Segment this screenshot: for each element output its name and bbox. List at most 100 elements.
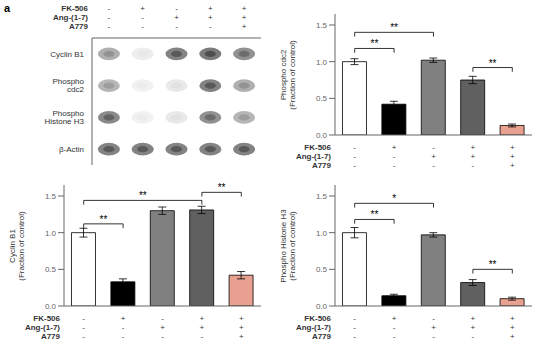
svg-text:**: ** — [489, 259, 497, 270]
svg-text:-: - — [161, 332, 164, 341]
svg-text:β-Actin: β-Actin — [59, 145, 84, 154]
svg-text:-: - — [82, 332, 85, 341]
svg-text:-: - — [122, 332, 125, 341]
svg-text:+: + — [510, 161, 515, 170]
svg-text:Ang-(1-7): Ang-(1-7) — [296, 323, 331, 332]
svg-text:Ang-(1-7): Ang-(1-7) — [53, 13, 88, 22]
svg-text:1.5: 1.5 — [45, 192, 57, 201]
svg-text:-: - — [175, 22, 178, 31]
svg-text:A779: A779 — [312, 332, 332, 341]
svg-text:-: - — [141, 22, 144, 31]
svg-text:1.0: 1.0 — [316, 58, 328, 67]
svg-text:+: + — [242, 4, 247, 13]
svg-text:+: + — [471, 143, 476, 152]
svg-text:-: - — [82, 323, 85, 332]
svg-text:+: + — [160, 323, 165, 332]
svg-text:+: + — [121, 314, 126, 323]
svg-text:FK-506: FK-506 — [61, 4, 88, 13]
svg-text:-: - — [108, 4, 111, 13]
svg-text:1.0: 1.0 — [45, 229, 57, 238]
svg-text:+: + — [200, 314, 205, 323]
svg-text:Phosphocdc2: Phosphocdc2 — [52, 77, 84, 94]
svg-text:-: - — [141, 13, 144, 22]
svg-text:1.0: 1.0 — [316, 229, 328, 238]
svg-text:PhosphoHistone H3: PhosphoHistone H3 — [44, 109, 84, 126]
svg-text:-: - — [201, 332, 204, 341]
svg-text:-: - — [122, 323, 125, 332]
svg-text:FK-506: FK-506 — [33, 314, 60, 323]
svg-text:-: - — [108, 22, 111, 31]
svg-text:+: + — [510, 143, 515, 152]
svg-text:-: - — [432, 161, 435, 170]
svg-text:-: - — [353, 152, 356, 161]
svg-text:-: - — [472, 161, 475, 170]
svg-text:**: ** — [100, 214, 108, 225]
svg-text:-: - — [393, 161, 396, 170]
svg-text:+: + — [242, 13, 247, 22]
svg-text:+: + — [239, 314, 244, 323]
svg-text:+: + — [174, 13, 179, 22]
svg-text:1.5: 1.5 — [316, 192, 328, 201]
svg-text:+: + — [471, 152, 476, 161]
svg-text:Ang-(1-7): Ang-(1-7) — [296, 152, 331, 161]
svg-text:-: - — [353, 161, 356, 170]
svg-text:+: + — [510, 332, 515, 341]
svg-text:+: + — [392, 143, 397, 152]
svg-text:0.5: 0.5 — [316, 265, 328, 274]
svg-text:+: + — [431, 323, 436, 332]
svg-text:+: + — [239, 323, 244, 332]
svg-text:+: + — [392, 314, 397, 323]
svg-text:-: - — [82, 314, 85, 323]
svg-text:0.5: 0.5 — [316, 94, 328, 103]
svg-text:*: * — [392, 193, 396, 204]
svg-text:+: + — [510, 314, 515, 323]
svg-text:-: - — [353, 332, 356, 341]
svg-text:0.0: 0.0 — [316, 302, 328, 311]
svg-text:+: + — [200, 323, 205, 332]
svg-text:-: - — [472, 332, 475, 341]
svg-text:0.5: 0.5 — [45, 265, 57, 274]
svg-text:**: ** — [371, 38, 379, 49]
svg-text:-: - — [393, 152, 396, 161]
svg-text:-: - — [432, 143, 435, 152]
svg-text:0.0: 0.0 — [45, 302, 57, 311]
svg-text:+: + — [242, 22, 247, 31]
svg-text:-: - — [432, 314, 435, 323]
svg-text:+: + — [208, 4, 213, 13]
svg-text:0.0: 0.0 — [316, 131, 328, 140]
svg-text:-: - — [209, 22, 212, 31]
svg-text:A779: A779 — [312, 161, 332, 170]
svg-text:-: - — [108, 13, 111, 22]
svg-text:+: + — [471, 314, 476, 323]
html-text:Cyclin B1: Cyclin B1 — [8, 228, 17, 263]
svg-text:+: + — [510, 152, 515, 161]
svg-text:-: - — [432, 332, 435, 341]
svg-text:-: - — [175, 4, 178, 13]
svg-text:A779: A779 — [69, 22, 89, 31]
svg-text:+: + — [471, 323, 476, 332]
html-text:(Fraction of control): (Fraction of control) — [288, 39, 297, 110]
svg-text:+: + — [208, 13, 213, 22]
svg-text:Ang-(1-7): Ang-(1-7) — [25, 323, 60, 332]
html-text:Phospho cdc2: Phospho cdc2 — [279, 49, 288, 100]
svg-text:+: + — [140, 4, 145, 13]
svg-text:+: + — [431, 152, 436, 161]
svg-text:**: ** — [218, 182, 226, 193]
svg-text:+: + — [510, 323, 515, 332]
svg-text:Cyclin B1: Cyclin B1 — [50, 50, 84, 59]
svg-text:-: - — [353, 323, 356, 332]
svg-text:**: ** — [390, 22, 398, 33]
svg-text:FK-506: FK-506 — [304, 314, 331, 323]
svg-text:-: - — [353, 314, 356, 323]
svg-text:FK-506: FK-506 — [304, 143, 331, 152]
svg-text:-: - — [161, 314, 164, 323]
svg-text:+: + — [239, 332, 244, 341]
svg-text:-: - — [393, 323, 396, 332]
svg-text:**: ** — [371, 209, 379, 220]
svg-text:1.5: 1.5 — [316, 21, 328, 30]
svg-text:A779: A779 — [41, 332, 61, 341]
svg-text:**: ** — [489, 58, 497, 69]
svg-text:**: ** — [139, 190, 147, 201]
svg-text:-: - — [393, 332, 396, 341]
svg-text:-: - — [353, 143, 356, 152]
